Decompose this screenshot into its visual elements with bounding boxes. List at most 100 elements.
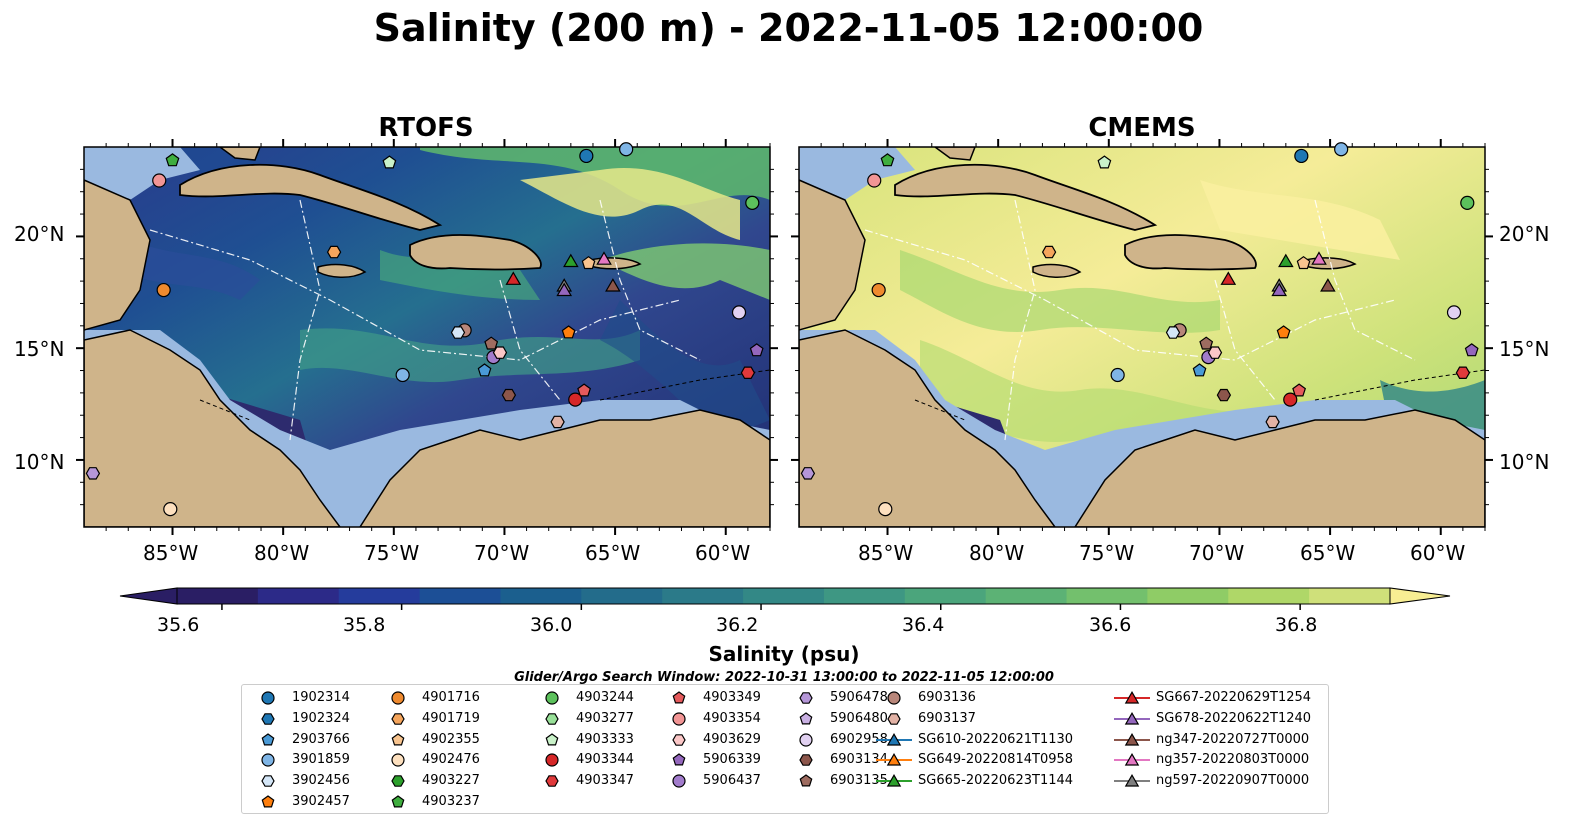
lon-label-75-right: 75°W xyxy=(1079,541,1135,565)
colorbar-segment xyxy=(419,588,501,604)
lon-label-80-left: 80°W xyxy=(254,541,310,565)
float-marker-6903137 xyxy=(1265,415,1280,429)
lon-label-75-left: 75°W xyxy=(364,541,420,565)
legend-marker-icon xyxy=(1124,774,1140,787)
legend-label: 2903766 xyxy=(292,731,350,747)
lon-label-60-right: 60°W xyxy=(1410,541,1466,565)
float-marker-2903766 xyxy=(1192,363,1207,377)
float-marker-SG665-20220623T1144 xyxy=(563,253,579,268)
float-marker-4903354 xyxy=(152,173,167,188)
legend-label: 5906437 xyxy=(703,773,761,789)
lon-label-60-left: 60°W xyxy=(695,541,751,565)
legend-marker-icon xyxy=(672,691,686,704)
colorbar-tick-36.2: 36.2 xyxy=(716,614,759,636)
legend-marker-icon xyxy=(1124,732,1140,746)
float-marker-4902355 xyxy=(1296,255,1311,270)
float-marker-4901716 xyxy=(156,282,171,298)
float-marker-6903135 xyxy=(484,336,499,350)
legend-marker-icon xyxy=(886,732,902,746)
legend-marker-icon xyxy=(799,732,813,747)
legend-label: 6902958 xyxy=(830,731,888,747)
float-marker-6903137 xyxy=(550,415,565,429)
float-marker-4903347 xyxy=(740,366,756,379)
legend-label: SG610-20220621T1130 xyxy=(918,731,1074,747)
float-marker-5906478 xyxy=(85,467,101,480)
legend-label: 4901716 xyxy=(422,690,480,705)
colorbar-segment xyxy=(904,588,987,604)
legend-marker-icon xyxy=(545,712,559,725)
legend-marker-icon xyxy=(261,691,275,705)
legend-marker-icon xyxy=(672,733,686,746)
legend-label: 4902355 xyxy=(422,731,480,747)
map-panel-rtofs xyxy=(84,147,770,527)
float-marker-5906480 xyxy=(731,305,747,320)
figure-title: Salinity (200 m) - 2022-11-05 12:00:00 xyxy=(373,6,1204,50)
float-marker-3901859 xyxy=(1334,142,1349,157)
float-marker-4903333 xyxy=(382,155,397,169)
lon-label-65-left: 65°W xyxy=(585,541,641,565)
map-figure xyxy=(76,139,1493,535)
legend-label: 6903134 xyxy=(830,752,888,768)
float-marker-3902457 xyxy=(1276,325,1291,339)
float-marker-5906480 xyxy=(1446,305,1462,320)
float-marker-4902476 xyxy=(878,502,893,517)
colorbar-segment xyxy=(662,588,744,604)
colorbar-segment xyxy=(581,588,663,604)
legend-marker-icon xyxy=(391,775,405,787)
legend-label: 4903349 xyxy=(703,690,761,705)
float-marker-SG678-20220622T1240 xyxy=(556,282,573,297)
legend-label: 4901719 xyxy=(422,710,480,726)
legend-label: ng597-20220907T0000 xyxy=(1156,773,1310,789)
float-marker-SG678-20220622T1240 xyxy=(1271,282,1288,297)
float-marker-4901719 xyxy=(1041,245,1057,259)
float-marker-4903347 xyxy=(1455,366,1471,379)
legend-label: 4903333 xyxy=(576,731,634,747)
lat-label-10-right: 10°N xyxy=(1499,450,1550,474)
legend-marker-icon xyxy=(1124,690,1140,704)
colorbar-segment xyxy=(500,588,582,604)
colorbar-tick-35.8: 35.8 xyxy=(343,614,386,636)
colorbar-segment xyxy=(1228,588,1310,604)
float-marker-SG665-20220623T1144 xyxy=(1278,253,1294,268)
legend-marker-icon xyxy=(261,712,275,725)
float-marker-6903134 xyxy=(501,388,517,402)
colorbar-segment xyxy=(257,588,340,604)
float-marker-4903244 xyxy=(745,195,760,210)
colorbar-segment xyxy=(823,588,906,604)
search-window-text: Glider/Argo Search Window: 2022-10-31 13… xyxy=(514,670,1054,685)
legend-marker-icon xyxy=(799,712,813,725)
float-marker-4903244 xyxy=(1460,195,1475,210)
float-marker-3901859b xyxy=(1110,367,1125,383)
legend-marker-icon xyxy=(545,732,559,746)
float-marker-3901859 xyxy=(619,142,634,157)
float-marker-ng357-20220803T0000 xyxy=(596,251,612,265)
legend-marker-icon xyxy=(391,691,405,705)
float-marker-4903237 xyxy=(880,153,895,167)
lat-label-15-left: 15°N xyxy=(14,337,65,361)
colorbar-tick-35.6: 35.6 xyxy=(157,614,200,636)
float-marker-3901859b xyxy=(395,367,410,383)
colorbar-extend-low xyxy=(119,587,178,605)
legend-marker-icon xyxy=(887,691,901,705)
legend-label: 4903227 xyxy=(422,773,480,789)
legend-marker-icon xyxy=(799,754,813,767)
lat-label-20-left: 20°N xyxy=(14,222,65,246)
float-marker-3902457 xyxy=(561,325,576,339)
legend-label: 4903629 xyxy=(703,731,761,747)
legend-label: 6903136 xyxy=(918,690,976,705)
colorbar-label: Salinity (psu) xyxy=(708,642,860,666)
float-marker-4903344 xyxy=(1283,392,1298,407)
legend-marker-icon xyxy=(545,753,559,767)
legend-marker-icon xyxy=(391,753,405,767)
lon-label-65-right: 65°W xyxy=(1300,541,1356,565)
lon-label-80-right: 80°W xyxy=(969,541,1025,565)
legend-label: 4903244 xyxy=(576,690,634,705)
legend-marker-icon xyxy=(799,692,813,704)
float-marker-SG667-20220629T1254 xyxy=(505,271,522,285)
float-marker-ng347-20220727T0000 xyxy=(1320,278,1336,292)
float-marker-4902355 xyxy=(581,255,596,270)
float-marker-2903766 xyxy=(477,363,492,377)
float-marker-4903349 xyxy=(577,383,592,397)
float-marker-1902314 xyxy=(579,148,594,164)
colorbar xyxy=(119,587,1451,610)
